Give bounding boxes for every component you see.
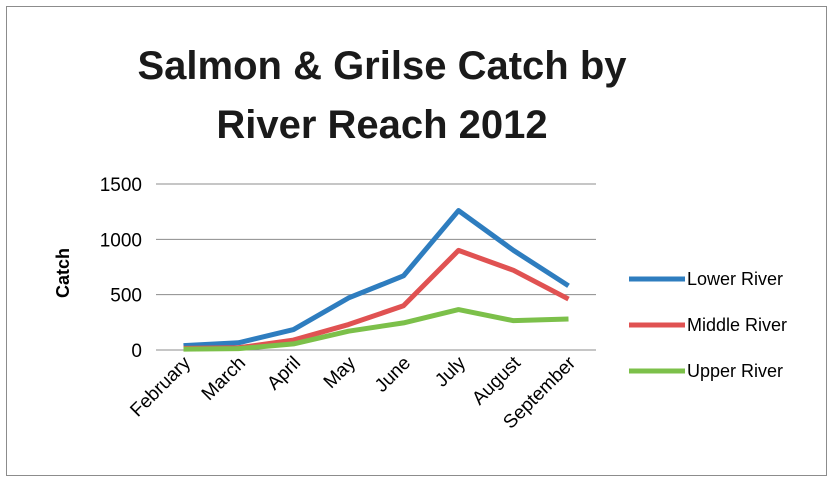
y-tick-label: 1000 bbox=[100, 230, 142, 251]
series-lines bbox=[183, 208, 570, 352]
gridlines bbox=[156, 183, 596, 351]
legend-label: Upper River bbox=[687, 361, 783, 381]
legend-label: Middle River bbox=[687, 315, 787, 335]
x-tick-label: June bbox=[371, 353, 415, 397]
chart-title-line-1: Salmon & Grilse Catch by bbox=[137, 44, 627, 88]
x-tick-label: March bbox=[198, 353, 250, 405]
y-axis-ticks: 0 500 1000 1500 bbox=[100, 175, 142, 362]
chart-frame: Salmon & Grilse Catch by River Reach 201… bbox=[6, 6, 827, 476]
chart-title-line-2: River Reach 2012 bbox=[216, 103, 547, 147]
x-tick-label: July bbox=[431, 352, 470, 391]
series-line-middle-river bbox=[183, 247, 570, 351]
y-tick-label: 0 bbox=[131, 341, 142, 362]
y-tick-label: 500 bbox=[110, 286, 142, 307]
series-line-upper-river bbox=[183, 307, 569, 352]
legend: Lower River Middle River Upper River bbox=[629, 269, 787, 381]
y-axis-title: Catch bbox=[53, 248, 73, 298]
x-tick-label: February bbox=[126, 352, 195, 421]
series-line-lower-river bbox=[183, 208, 570, 349]
x-axis-ticks: February March April May June JulyAugustSepte… bbox=[126, 352, 580, 433]
x-tick-label: April bbox=[263, 353, 305, 395]
y-tick-label: 1500 bbox=[100, 175, 142, 196]
x-tick-label: May bbox=[320, 352, 361, 393]
legend-label: Lower River bbox=[687, 269, 783, 289]
line-chart: Salmon & Grilse Catch by River Reach 201… bbox=[53, 44, 787, 433]
